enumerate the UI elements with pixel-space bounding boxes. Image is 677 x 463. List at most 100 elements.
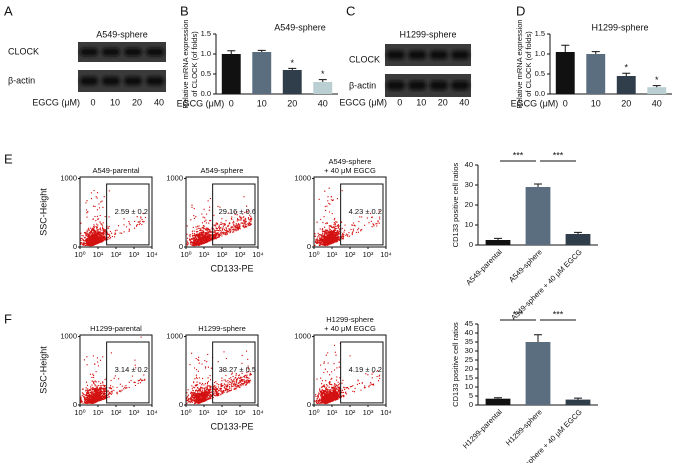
chart-title: H1299-sphere	[591, 22, 648, 32]
blot-band	[408, 80, 427, 91]
error-bar	[574, 397, 582, 400]
blot-lane-label: 40	[154, 97, 164, 107]
y-tick-label: 1.0	[201, 49, 211, 58]
flow-title: H1299-sphere	[198, 324, 246, 333]
x-tick-label: 10⁴	[252, 408, 264, 417]
blot-band	[386, 80, 405, 91]
error-bar	[257, 49, 266, 52]
bar	[525, 187, 551, 245]
blot-title: A549-sphere	[96, 29, 148, 39]
significance-mark: ***	[553, 150, 564, 160]
y-tick-label: 0	[179, 400, 183, 409]
x-tick-label: H1299-parental	[461, 407, 504, 450]
bar	[282, 70, 302, 94]
panel-label: C	[346, 3, 355, 18]
gate-label: 4.23 ± 0.2	[349, 207, 382, 216]
cell-dots	[314, 342, 381, 405]
x-tick-label: 0	[563, 98, 568, 108]
blot-row-label: CLOCK	[8, 46, 39, 56]
x-tick-label: A549-sphere	[507, 247, 544, 284]
y-tick-label: 45	[465, 319, 473, 328]
x-tick-label: 10²	[345, 408, 356, 417]
significance-mark: *	[290, 58, 294, 68]
blot-xlabel: EGCG (μM)	[32, 97, 80, 107]
x-tick-label: 10⁴	[380, 408, 392, 417]
bar	[555, 52, 575, 94]
error-bar	[494, 397, 502, 399]
x-tick-label: 10³	[129, 408, 140, 417]
blot-band	[80, 48, 98, 56]
blot-band	[386, 50, 405, 60]
x-tick-label: 10¹	[327, 250, 338, 259]
y-axis-label: CD133 positive cell ratios	[451, 322, 460, 407]
panel-label: A	[4, 3, 13, 18]
y-tick-label: 0	[73, 242, 77, 251]
significance-mark: *	[624, 63, 628, 73]
blot-band	[429, 50, 448, 60]
x-tick-label: 10⁰	[74, 408, 85, 417]
blot-xlabel: EGCG (μM)	[339, 97, 387, 107]
y-tick-label: 35	[465, 337, 473, 346]
x-tick-label: 10	[257, 98, 267, 108]
gate-label: 3.14 ± 0.2	[115, 365, 148, 374]
x-tick-label: 10¹	[93, 408, 104, 417]
bar	[525, 342, 551, 405]
gate	[212, 183, 256, 246]
blot-band	[146, 76, 164, 86]
error-bar	[288, 67, 297, 70]
y-tick-label: 1000	[166, 332, 183, 341]
x-tick-label: 10⁰	[180, 250, 191, 259]
y-axis-label: of CLOCK (of folds)	[524, 31, 533, 97]
significance-mark: ***	[513, 150, 524, 160]
y-axis-label: of CLOCK (of folds)	[190, 31, 199, 97]
flow-frame	[313, 176, 387, 248]
y-tick-label: 1000	[294, 332, 311, 341]
blot-lane-label: 20	[132, 97, 142, 107]
significance-mark: *	[321, 69, 325, 79]
x-tick-label: 10²	[111, 408, 122, 417]
y-tick-label: 20	[465, 364, 473, 373]
gate	[340, 183, 384, 246]
x-tick-label: 40	[652, 98, 662, 108]
significance-mark: ***	[553, 309, 564, 319]
bar	[647, 87, 667, 94]
blot-row-label: β-actin	[349, 80, 376, 90]
flow-x-axis-label: CD133-PE	[210, 263, 253, 273]
blot-strip	[78, 42, 166, 62]
y-tick-label: 1000	[294, 174, 311, 183]
flow-title: A549-parental	[92, 166, 139, 175]
panel-label: E	[4, 151, 13, 166]
x-tick-label: 10⁰	[308, 250, 319, 259]
blot-lane-label: 10	[110, 97, 120, 107]
y-tick-label: 10	[465, 382, 473, 391]
flow-y-axis-label: SSC-Height	[38, 346, 48, 394]
gate	[106, 341, 150, 404]
x-tick-label: 10²	[217, 408, 228, 417]
x-tick-label: 10	[591, 98, 601, 108]
y-tick-label: 0	[469, 240, 473, 249]
error-bar	[652, 85, 661, 88]
x-tick-label: 10¹	[327, 408, 338, 417]
x-tick-label: 10³	[235, 250, 246, 259]
blot-row-label: CLOCK	[349, 54, 380, 64]
x-tick-label: 10⁰	[308, 408, 319, 417]
gate-label: 4.19 ± 0.2	[349, 365, 382, 374]
blot-lane-label: 0	[397, 97, 402, 107]
x-tick-label: 10³	[363, 408, 374, 417]
error-bar	[591, 51, 600, 54]
x-tick-label: 10⁴	[146, 250, 158, 259]
x-tick-label: H1299-sphere	[504, 407, 544, 447]
chart-title: A549-sphere	[274, 22, 326, 32]
y-tick-label: 15	[465, 373, 473, 382]
y-tick-label: 0.0	[535, 89, 545, 98]
x-tick-label: 20	[287, 98, 297, 108]
blot-band	[429, 80, 448, 91]
x-tick-label: 10⁴	[252, 250, 264, 259]
blot-lane-label: 20	[438, 97, 448, 107]
blot-strip	[78, 70, 166, 92]
bar	[221, 54, 241, 94]
panel-label: D	[516, 3, 525, 18]
x-tick-label: 10⁴	[380, 250, 392, 259]
x-tick-label: 40	[318, 98, 328, 108]
